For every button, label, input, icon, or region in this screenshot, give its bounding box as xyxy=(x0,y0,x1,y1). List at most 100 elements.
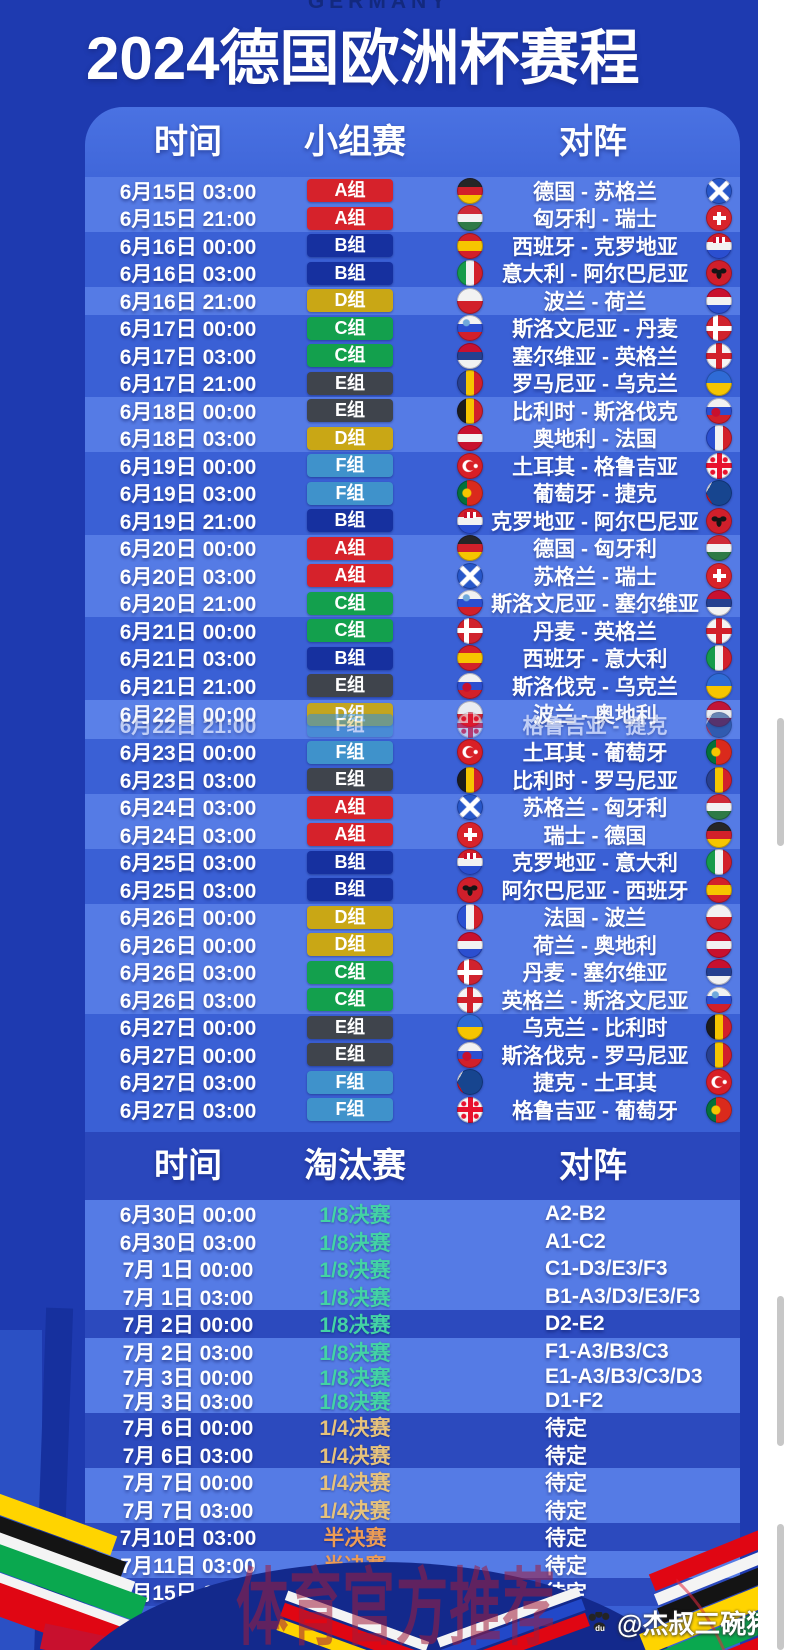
stage-label: 1/8决赛 xyxy=(319,1231,391,1255)
match-row: 6月20日 21:00 C组 斯洛文尼亚 - 塞尔维亚 xyxy=(85,589,740,617)
match-time: 7月 6日 03:00 xyxy=(122,1444,254,1468)
flag-portugal-icon xyxy=(706,1096,732,1123)
matchup-label: 西班牙 - 意大利 xyxy=(522,648,668,672)
matchup-label: 英格兰 - 斯洛文尼亚 xyxy=(501,989,689,1013)
scrollbar-thumb[interactable] xyxy=(777,1296,784,1446)
flag-netherlands-icon xyxy=(457,931,483,958)
match-time: 6月26日 03:00 xyxy=(119,989,257,1013)
match-row: 6月21日 03:00 B组 西班牙 - 意大利 xyxy=(85,645,740,673)
flag-switzerland-icon xyxy=(706,205,732,231)
match-row: 6月24日 03:00 A组 苏格兰 - 匈牙利 xyxy=(85,793,740,821)
matchup-label: 丹麦 - 英格兰 xyxy=(533,620,657,644)
matchup-label: 土耳其 - 葡萄牙 xyxy=(522,742,668,766)
match-time: 6月20日 00:00 xyxy=(119,538,257,562)
match-row: 6月17日 03:00 C组 塞尔维亚 - 英格兰 xyxy=(85,342,740,370)
match-time: 7月 2日 00:00 xyxy=(122,1314,254,1337)
knockout-row: 6月30日 00:00 1/8决赛 A2-B2 xyxy=(85,1200,740,1228)
group-badge: E组 xyxy=(307,674,393,697)
flag-czech-icon xyxy=(457,1069,483,1095)
match-time: 6月27日 03:00 xyxy=(119,1099,257,1123)
flag-serbia-icon xyxy=(706,590,732,616)
credit-handle: @杰叔三碗猪手面 xyxy=(617,1609,758,1639)
match-time: 6月19日 03:00 xyxy=(119,483,257,507)
match-row: 6月21日 00:00 C组 丹麦 - 英格兰 xyxy=(85,617,740,645)
flag-slovenia-icon xyxy=(706,986,732,1013)
stage-label: 1/4决赛 xyxy=(319,1499,391,1523)
matchup-label: 苏格兰 - 瑞士 xyxy=(533,565,657,589)
group-badge: B组 xyxy=(307,850,393,874)
flag-italy-icon xyxy=(706,645,732,671)
match-row: 6月17日 00:00 C组 斯洛文尼亚 - 丹麦 xyxy=(85,315,740,343)
matchup-label: 待定 xyxy=(545,1417,587,1440)
match-row: 6月17日 21:00 E组 罗马尼亚 - 乌克兰 xyxy=(85,370,740,398)
match-time: 6月27日 00:00 xyxy=(119,1017,257,1041)
match-time: 6月26日 00:00 xyxy=(119,934,257,958)
matchup-label: 西班牙 - 克罗地亚 xyxy=(512,235,678,259)
matchup-label: 克罗地亚 - 阿尔巴尼亚 xyxy=(491,510,699,534)
match-time: 7月 1日 00:00 xyxy=(122,1259,254,1282)
group-badge: F组 xyxy=(307,740,393,764)
match-row: 6月15日 21:00 A组 匈牙利 - 瑞士 xyxy=(85,204,740,232)
flag-turkey-icon xyxy=(706,1069,732,1095)
match-row: 6月23日 00:00 F组 土耳其 - 葡萄牙 xyxy=(85,739,740,767)
flag-slovenia-icon xyxy=(457,315,483,341)
matchup-label: 格鲁吉亚 - 捷克 xyxy=(522,715,668,738)
match-time: 6月27日 03:00 xyxy=(119,1072,257,1096)
match-time: 6月21日 00:00 xyxy=(119,620,257,644)
header-group-stage: 小组赛 xyxy=(304,123,406,161)
group-badge: B组 xyxy=(307,646,393,670)
match-time: 7月 6日 00:00 xyxy=(122,1417,254,1440)
flag-spain-icon xyxy=(457,232,483,259)
flag-slovakia-icon xyxy=(706,397,732,424)
group-badge: F组 xyxy=(307,1098,393,1121)
match-time: 6月19日 00:00 xyxy=(119,455,257,479)
knockout-row: 7月 6日 03:00 1/4决赛 待定 xyxy=(85,1440,740,1469)
match-time: 6月25日 03:00 xyxy=(119,852,257,876)
scrollbar-thumb[interactable] xyxy=(777,1524,784,1650)
matchup-label: 意大利 - 阿尔巴尼亚 xyxy=(501,263,689,287)
match-time: 6月16日 00:00 xyxy=(119,235,257,259)
matchup-label: 比利时 - 斯洛伐克 xyxy=(512,400,678,424)
flag-turkey-icon xyxy=(457,739,483,765)
scrollbar-thumb[interactable] xyxy=(777,718,784,846)
matchup-label: 斯洛伐克 - 罗马尼亚 xyxy=(501,1044,689,1068)
match-time: 6月24日 03:00 xyxy=(119,797,257,821)
matchup-label: 匈牙利 - 瑞士 xyxy=(533,208,657,232)
group-badge: D组 xyxy=(307,426,393,450)
stage-label: 1/8决赛 xyxy=(319,1204,391,1227)
flag-belgium-icon xyxy=(457,397,483,424)
match-row: 6月26日 03:00 C组 英格兰 - 斯洛文尼亚 xyxy=(85,986,740,1014)
match-time: 6月21日 21:00 xyxy=(119,675,257,699)
knockout-row: 7月 3日 00:00 1/8决赛 E1-A3/B3/C3/D3 xyxy=(85,1365,740,1390)
matchup-label: D1-F2 xyxy=(545,1389,604,1413)
matchup-label: 捷克 - 土耳其 xyxy=(533,1072,657,1096)
match-time: 6月30日 03:00 xyxy=(119,1231,257,1255)
match-row: 6月19日 21:00 B组 克罗地亚 - 阿尔巴尼亚 xyxy=(85,507,740,535)
header-matchup: 对阵 xyxy=(559,1146,627,1185)
flag-scotland-icon xyxy=(457,794,483,820)
flag-croatia-icon xyxy=(706,232,732,259)
flag-switzerland-icon xyxy=(706,562,732,589)
group-stage-header-row: 时间 小组赛 对阵 xyxy=(85,107,740,177)
stage-label: 1/4决赛 xyxy=(319,1472,391,1495)
stage-label: 1/4决赛 xyxy=(319,1444,391,1468)
baidu-paw-icon: du xyxy=(588,1611,612,1634)
flag-romania-icon xyxy=(457,370,483,396)
group-badge: E组 xyxy=(307,399,393,422)
matchup-label: 荷兰 - 奥地利 xyxy=(533,934,657,958)
group-badge: A组 xyxy=(307,823,393,846)
flag-croatia-icon xyxy=(457,849,483,875)
flag-italy-icon xyxy=(457,260,483,286)
flag-spain-icon xyxy=(706,876,732,903)
match-row: 6月26日 00:00 D组 法国 - 波兰 xyxy=(85,903,740,931)
knockout-table: 6月30日 00:00 1/8决赛 A2-B2 6月30日 03:00 1/8决赛 A1-… xyxy=(85,1200,740,1606)
knockout-row: 7月 2日 03:00 1/8决赛 F1-A3/B3/C3 xyxy=(85,1337,740,1366)
knockout-row: 7月 7日 03:00 1/4决赛 待定 xyxy=(85,1495,740,1524)
knockout-row: 7月 2日 00:00 1/8决赛 D2-E2 xyxy=(85,1310,740,1338)
matchup-label: 波兰 - 奥地利 xyxy=(533,704,657,727)
header-time: 时间 xyxy=(154,123,222,161)
flag-scotland-icon xyxy=(706,177,732,204)
match-time: 6月15日 03:00 xyxy=(119,180,257,204)
matchup-label: 待定 xyxy=(545,1499,587,1523)
